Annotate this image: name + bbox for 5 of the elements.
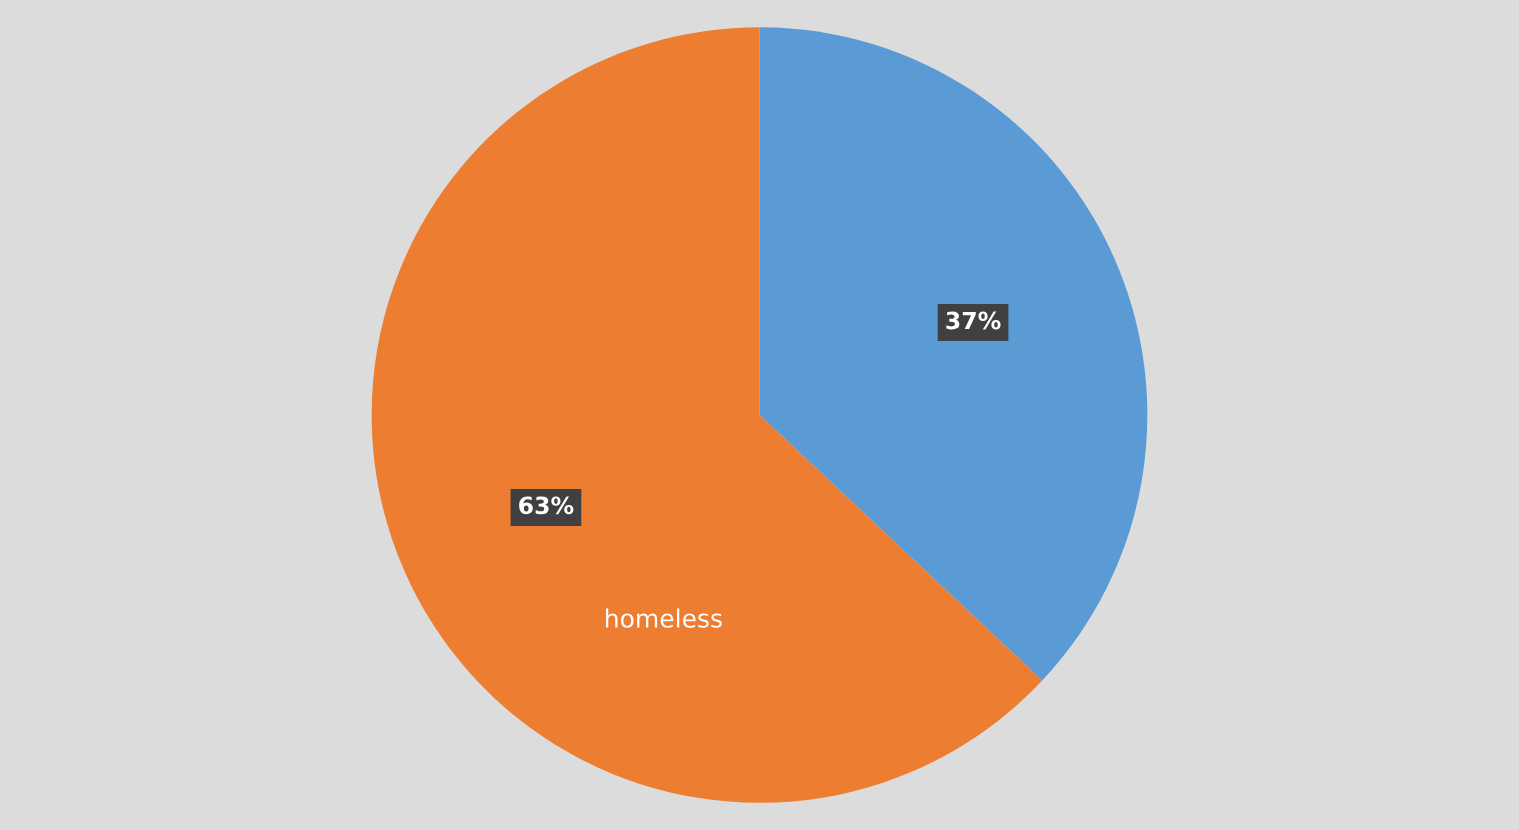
slice-label: homeless [606, 608, 722, 628]
data-label: 63% [519, 496, 574, 515]
pie-slice [759, 27, 1148, 681]
data-label: 37% [946, 311, 1001, 330]
pie-slice [371, 27, 1043, 803]
